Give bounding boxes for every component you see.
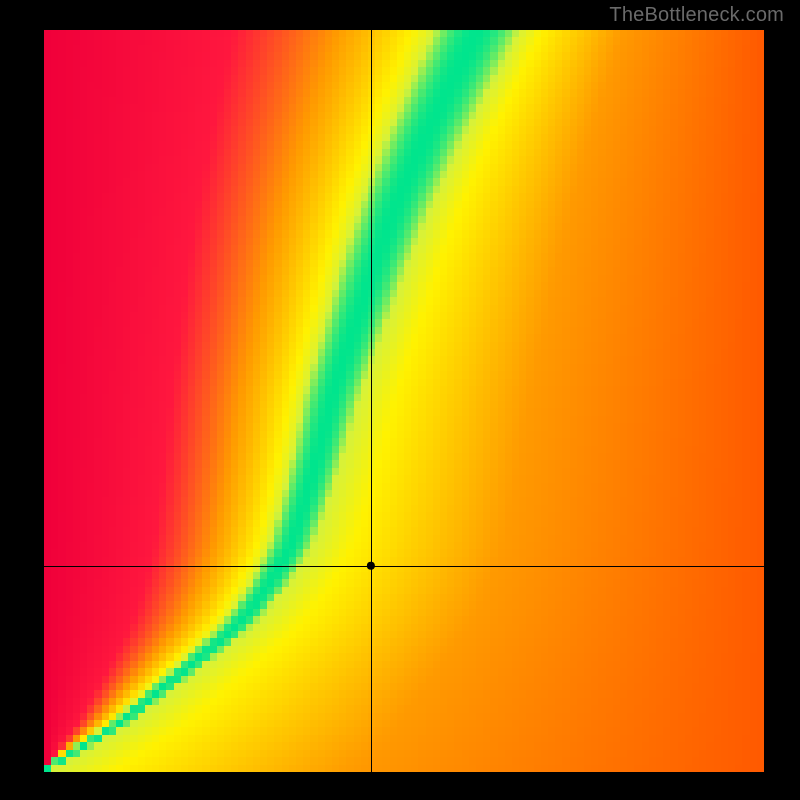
watermark-text: TheBottleneck.com xyxy=(609,4,784,27)
chart-container: TheBottleneck.com xyxy=(0,0,800,800)
heatmap-canvas xyxy=(44,30,764,772)
